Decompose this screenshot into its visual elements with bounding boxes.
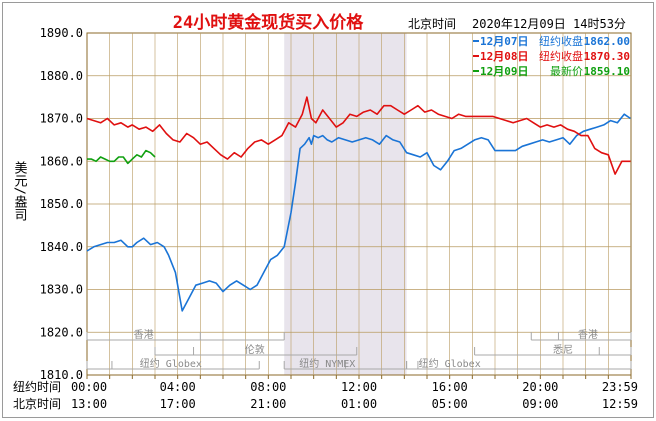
y-tick-label: 1850.0 [40, 197, 83, 211]
legend-caption: 纽约收盘 [539, 34, 583, 48]
x-tick-label: 01:00 [341, 397, 377, 411]
y-axis-label: 美元/盎司 [12, 161, 28, 221]
y-tick-label: 1820.0 [40, 325, 83, 339]
x-tick-label: 20:00 [522, 380, 558, 394]
legend-series-name: 12月08日 [480, 50, 529, 63]
price-line-series-2 [86, 96, 631, 175]
x-tick-label: 12:00 [341, 380, 377, 394]
x-tick-label: 08:00 [250, 380, 286, 394]
legend-series-name: 12月07日 [480, 35, 529, 48]
x-tick-label: 21:00 [250, 397, 286, 411]
session-label: 纽约 Globex [140, 357, 202, 370]
price-line-series-1 [86, 113, 631, 312]
y-tick-label: 1890.0 [40, 26, 83, 40]
legend-value: 1862.00 [584, 35, 630, 48]
location-label: 北京时间 [408, 17, 456, 31]
x-tick-label: 04:00 [160, 380, 196, 394]
x-tick-label: 23:59 [602, 380, 638, 394]
x-row-label-newyork: 纽约时间 [13, 379, 61, 394]
legend-caption: 最新价 [550, 64, 583, 78]
x-tick-label: 17:00 [160, 397, 196, 411]
legend-value: 1859.10 [584, 65, 630, 78]
session-label: 香港 [578, 329, 598, 341]
chart-title: 24小时黄金现货买入价格 [173, 12, 364, 33]
gold-price-chart: 24小时黄金现货买入价格 北京时间 2020年12月09日 14时53分 美元/… [12, 12, 639, 411]
timestamp: 2020年12月09日 14时53分 [472, 17, 626, 31]
y-tick-label: 1840.0 [40, 240, 83, 254]
y-tick-label: 1860.0 [40, 154, 83, 168]
x-tick-label: 16:00 [432, 380, 468, 394]
y-tick-label: 1870.0 [40, 112, 83, 126]
session-label: 悉尼 [553, 344, 573, 356]
y-tick-label: 1830.0 [40, 283, 83, 297]
session-label: 伦敦 [245, 343, 265, 356]
legend-caption: 纽约收盘 [539, 49, 583, 63]
price-line-series-3 [87, 149, 156, 165]
x-tick-label: 09:00 [522, 397, 558, 411]
x-row-label-beijing: 北京时间 [13, 397, 61, 411]
session-label: 纽约 NYMEX [299, 357, 355, 370]
legend-series-name: 12月09日 [480, 65, 529, 78]
x-tick-label: 00:00 [71, 380, 107, 394]
x-tick-label: 13:00 [71, 397, 107, 411]
y-tick-label: 1810.0 [40, 368, 83, 382]
legend-value: 1870.30 [584, 50, 630, 63]
x-tick-label: 12:59 [602, 397, 638, 411]
y-tick-label: 1880.0 [40, 69, 83, 83]
x-tick-label: 05:00 [432, 397, 468, 411]
session-label: 香港 [134, 329, 154, 341]
session-label: 纽约 Globex [419, 357, 481, 370]
